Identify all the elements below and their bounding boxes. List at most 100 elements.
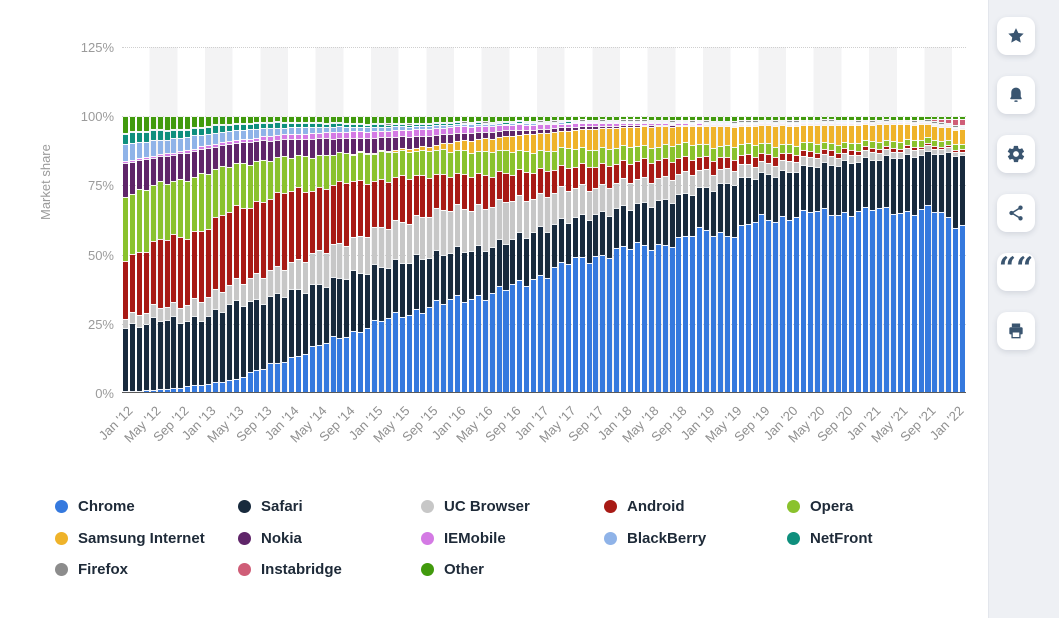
bar-segment-other[interactable]	[655, 116, 661, 120]
bar-segment-netfront[interactable]	[911, 121, 917, 123]
bar-segment-nokia[interactable]	[911, 123, 917, 125]
bar-segment-chrome[interactable]	[724, 236, 730, 393]
bar-segment-safari[interactable]	[206, 315, 212, 384]
legend-item-chrome[interactable]: Chrome	[55, 498, 238, 515]
bar-segment-android[interactable]	[600, 162, 606, 184]
bar-segment-firefox[interactable]	[372, 123, 378, 125]
bar-segment-netfront[interactable]	[461, 122, 467, 125]
bar-segment-uc-browser[interactable]	[676, 173, 682, 195]
stacked-bar-month-91[interactable]	[752, 116, 758, 393]
bar-segment-samsung-internet[interactable]	[704, 125, 710, 144]
bar-segment-netfront[interactable]	[226, 124, 232, 131]
bar-segment-chrome[interactable]	[814, 211, 820, 393]
bar-segment-android[interactable]	[461, 174, 467, 209]
bar-segment-chrome[interactable]	[593, 255, 599, 393]
bar-segment-opera[interactable]	[496, 149, 502, 172]
bar-segment-chrome[interactable]	[455, 295, 461, 393]
bar-segment-netfront[interactable]	[662, 121, 668, 123]
bar-segment-safari[interactable]	[289, 289, 295, 357]
bar-segment-uc-browser[interactable]	[226, 284, 232, 305]
bar-segment-chrome[interactable]	[600, 254, 606, 393]
legend-item-nokia[interactable]: Nokia	[238, 530, 421, 547]
bar-segment-other[interactable]	[925, 116, 931, 120]
bar-segment-opera[interactable]	[953, 144, 959, 150]
bar-segment-samsung-internet[interactable]	[648, 126, 654, 148]
bar-segment-uc-browser[interactable]	[579, 184, 585, 214]
bar-segment-iemobile[interactable]	[219, 141, 225, 145]
bar-segment-netfront[interactable]	[475, 122, 481, 124]
bar-segment-blackberry[interactable]	[385, 126, 391, 131]
bar-segment-uc-browser[interactable]	[413, 215, 419, 255]
bar-segment-iemobile[interactable]	[551, 124, 557, 129]
bar-segment-other[interactable]	[787, 116, 793, 120]
bar-segment-blackberry[interactable]	[572, 122, 578, 124]
bar-segment-opera[interactable]	[233, 163, 239, 205]
bar-segment-netfront[interactable]	[524, 121, 530, 124]
bar-segment-android[interactable]	[372, 180, 378, 227]
bar-segment-blackberry[interactable]	[676, 122, 682, 124]
bar-segment-netfront[interactable]	[392, 123, 398, 127]
bar-segment-android[interactable]	[558, 164, 564, 187]
bar-segment-iemobile[interactable]	[275, 135, 281, 140]
bar-segment-chrome[interactable]	[185, 386, 191, 393]
bar-segment-firefox[interactable]	[468, 121, 474, 123]
bar-segment-firefox[interactable]	[282, 121, 288, 123]
bar-segment-chrome[interactable]	[849, 215, 855, 393]
bar-segment-iemobile[interactable]	[524, 124, 530, 130]
bar-segment-safari[interactable]	[877, 159, 883, 208]
stacked-bar-month-101[interactable]	[821, 116, 827, 393]
bar-segment-other[interactable]	[185, 116, 191, 129]
stacked-bar-month-6[interactable]	[164, 116, 170, 393]
bar-segment-other[interactable]	[641, 116, 647, 120]
bar-segment-netfront[interactable]	[233, 123, 239, 130]
bar-segment-other[interactable]	[676, 116, 682, 120]
bar-segment-iemobile[interactable]	[883, 121, 889, 123]
bar-segment-uc-browser[interactable]	[171, 301, 177, 317]
stacked-bar-month-48[interactable]	[455, 116, 461, 393]
bar-segment-other[interactable]	[565, 116, 571, 120]
bar-segment-opera[interactable]	[420, 149, 426, 175]
bar-segment-iemobile[interactable]	[669, 123, 675, 126]
bar-segment-nokia[interactable]	[759, 124, 765, 125]
bar-segment-chrome[interactable]	[766, 220, 772, 393]
bar-segment-blackberry[interactable]	[461, 124, 467, 127]
bar-segment-safari[interactable]	[565, 223, 571, 265]
bar-segment-firefox[interactable]	[413, 122, 419, 124]
bar-segment-samsung-internet[interactable]	[427, 146, 433, 152]
bar-segment-blackberry[interactable]	[545, 123, 551, 125]
bar-segment-uc-browser[interactable]	[254, 273, 260, 299]
bar-segment-nokia[interactable]	[766, 124, 772, 126]
bar-segment-samsung-internet[interactable]	[711, 126, 717, 148]
bar-segment-firefox[interactable]	[510, 121, 516, 123]
bar-segment-other[interactable]	[780, 116, 786, 120]
stacked-bar-month-119[interactable]	[946, 116, 952, 393]
bar-segment-opera[interactable]	[551, 150, 557, 171]
bar-segment-firefox[interactable]	[289, 121, 295, 123]
stacked-bar-month-87[interactable]	[724, 116, 730, 393]
bar-segment-nokia[interactable]	[261, 140, 267, 160]
bar-segment-android[interactable]	[448, 177, 454, 212]
bar-segment-iemobile[interactable]	[337, 131, 343, 138]
bar-segment-uc-browser[interactable]	[199, 302, 205, 322]
bar-segment-other[interactable]	[531, 116, 537, 121]
bar-segment-safari[interactable]	[545, 231, 551, 278]
bar-segment-samsung-internet[interactable]	[773, 125, 779, 147]
bar-segment-chrome[interactable]	[178, 387, 184, 393]
bar-segment-iemobile[interactable]	[434, 128, 440, 135]
bar-segment-chrome[interactable]	[565, 264, 571, 393]
bar-segment-netfront[interactable]	[136, 131, 142, 143]
bar-segment-other[interactable]	[870, 116, 876, 120]
bar-segment-iemobile[interactable]	[455, 126, 461, 134]
stacked-bar-month-112[interactable]	[897, 116, 903, 393]
stacked-bar-month-108[interactable]	[870, 116, 876, 393]
bar-segment-opera[interactable]	[835, 144, 841, 153]
bar-segment-nokia[interactable]	[461, 132, 467, 140]
bar-segment-android[interactable]	[814, 152, 820, 159]
bar-segment-safari[interactable]	[150, 316, 156, 390]
bar-segment-chrome[interactable]	[648, 250, 654, 393]
bar-segment-iemobile[interactable]	[399, 129, 405, 137]
bar-segment-android[interactable]	[344, 183, 350, 246]
bar-segment-opera[interactable]	[794, 145, 800, 156]
bar-segment-uc-browser[interactable]	[316, 250, 322, 285]
bar-segment-safari[interactable]	[157, 321, 163, 390]
